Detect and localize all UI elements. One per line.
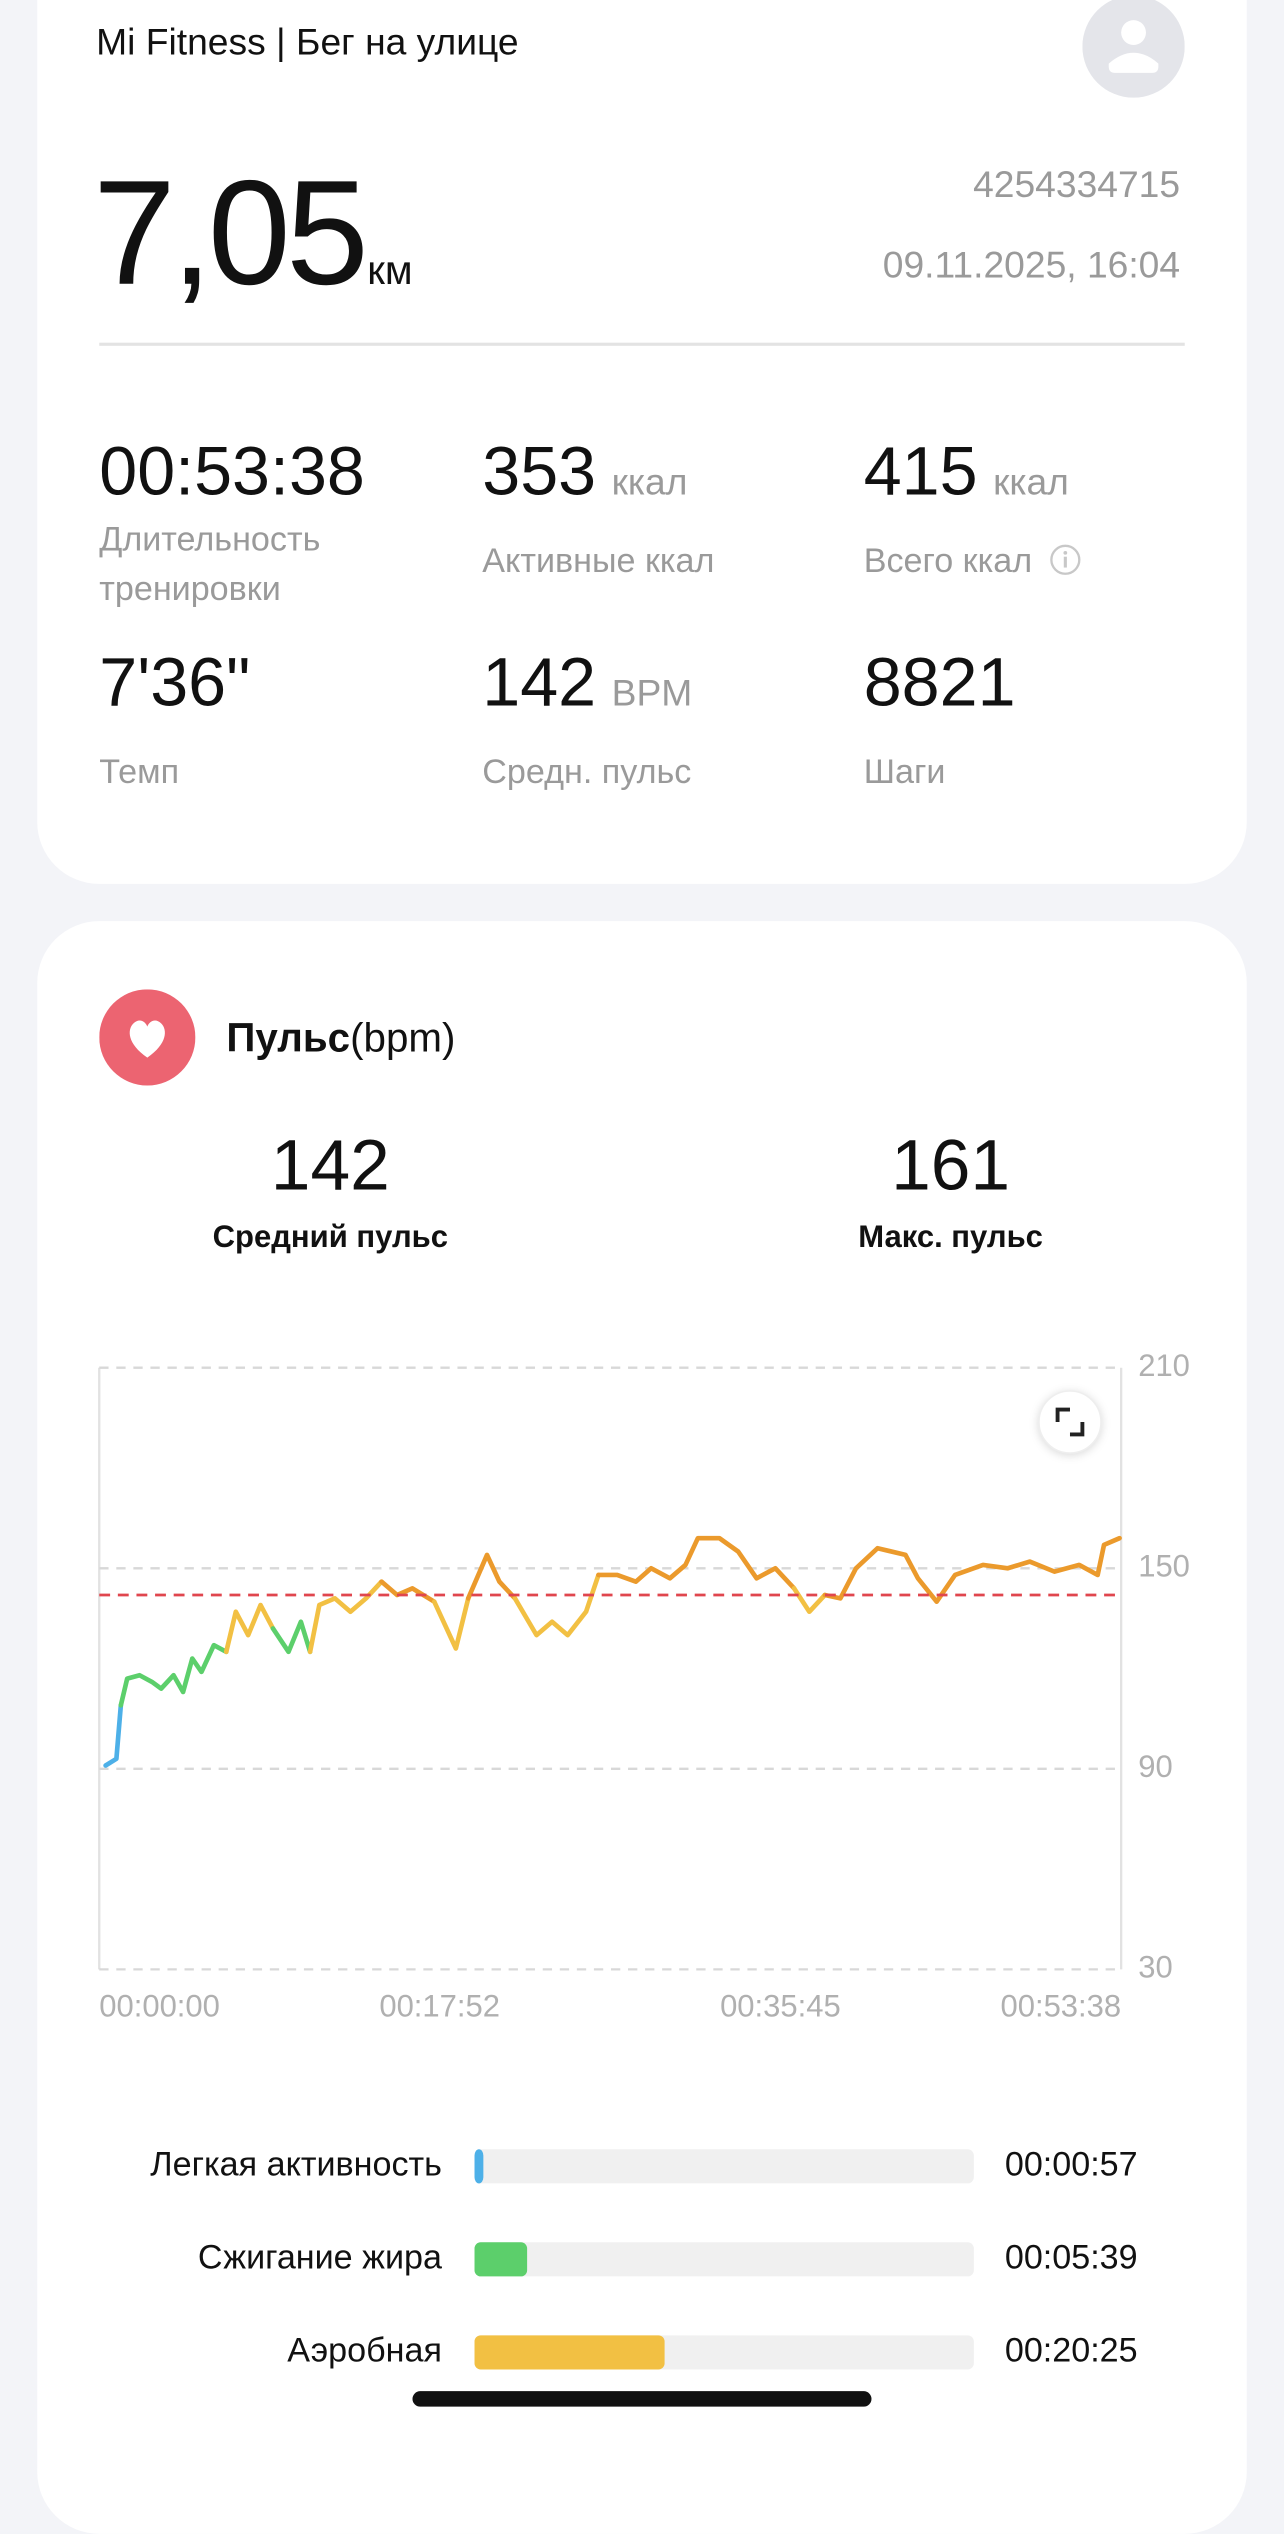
max-pulse-label: Макс. пульс (858, 1220, 1043, 1255)
stat-label: Активные ккал (482, 541, 715, 580)
drawing-layer: 30 90 150 210 00:00:00 00:17:52 00:35:45 00:53:… (98, 1348, 1190, 2370)
page: Mi Fitness {"header": {"title": "Mi Fitn… (37, 0, 1247, 2534)
stat: 8821 (864, 645, 1016, 723)
pulse-line (270, 1619, 313, 1655)
info-icon[interactable] (1048, 543, 1082, 577)
pulse-line (512, 1572, 601, 1638)
stat-value: 7'36" (99, 645, 251, 722)
zone-track (474, 2149, 974, 2184)
pulse-line (431, 1596, 471, 1651)
zone-name: Сжигание жира (198, 2238, 442, 2276)
stat-value: 415 (863, 434, 978, 511)
distance-value: 7,05 (93, 150, 369, 317)
expand-button[interactable] (1038, 1390, 1102, 1454)
x-tick-label: 00:35:45 (720, 1988, 841, 2023)
zone-time: 00:20:25 (1005, 2331, 1138, 2369)
workout-id: 4254334715 (973, 164, 1181, 207)
summary-card (37, 0, 1247, 884)
stat-value: 142 (482, 645, 597, 722)
pulse-line (223, 1602, 276, 1655)
stat-label: Средн. пульс (482, 752, 692, 791)
pulse-line (596, 1535, 797, 1591)
body: Mi Fitness | Бег на улице 7,05 км 4254334… (37, 0, 1247, 2534)
y-tick-label: 30 (1138, 1950, 1172, 1985)
y-tick-label: 90 (1138, 1749, 1172, 1784)
pulse-title: Пульс(bpm) (226, 1014, 455, 1062)
pulse-title-text: Пульс (226, 1014, 351, 1061)
stat: 00:53:38 (99, 434, 365, 512)
heart-icon (99, 989, 196, 1086)
pulse-line (103, 1702, 124, 1768)
stat-unit: BPM (611, 673, 693, 715)
stat-label: Длительность тренировки (99, 519, 321, 608)
zone-bar (474, 2242, 528, 2277)
pulse-line (118, 1642, 229, 1708)
stat-label: Шаги (863, 752, 946, 791)
stat-unit: ккал (611, 462, 688, 504)
app-title: Mi Fitness | Бег на улице (96, 21, 519, 64)
avg-pulse-value: 142 (270, 1124, 390, 1205)
x-tick-label: 00:17:52 (379, 1988, 500, 2023)
stat: 415 ккал (864, 434, 1069, 512)
zone-track (474, 2242, 974, 2277)
screen: Mi Fitness | Бег на улице 7,05 км 4254334… (37, 0, 1247, 2534)
stat: 7'36" (99, 645, 250, 723)
stat-label: Темп (99, 752, 180, 791)
distance: 7,05 км (93, 149, 413, 320)
y-tick-label: 210 (1138, 1348, 1190, 1383)
pulse-title-unit: (bpm) (350, 1014, 456, 1061)
distance-unit: км (367, 246, 413, 294)
y-tick-label: 150 (1138, 1548, 1190, 1583)
stat-value: 8821 (863, 645, 1016, 722)
stat-value: 353 (482, 434, 597, 511)
zone-name: Легкая активность (150, 2145, 442, 2183)
pulse-line (379, 1579, 437, 1605)
zone-bar (474, 2335, 665, 2370)
pulse-line (465, 1552, 518, 1601)
max-pulse-value: 161 (891, 1124, 1011, 1205)
stat-label-text: Всего ккал (863, 541, 1033, 580)
x-tick-label: 00:00:00 (99, 1988, 220, 2023)
stat: 142 BPM (482, 645, 692, 723)
pulse-line (307, 1579, 384, 1655)
stat: 353 ккал (482, 434, 687, 512)
home-indicator (412, 2391, 872, 2407)
workout-datetime: 09.11.2025, 16:04 (882, 245, 1181, 287)
divider (99, 342, 1185, 346)
stat-value: 00:53:38 (99, 434, 365, 511)
stat-unit: ккал (993, 462, 1069, 504)
stat-label: Всего ккал (864, 537, 1082, 587)
pulse-line (822, 1535, 1122, 1605)
x-tick-label: 00:53:38 (1000, 1988, 1121, 2023)
zone-time: 00:05:39 (1005, 2238, 1138, 2276)
avatar[interactable] (1082, 0, 1185, 98)
pulse-line (791, 1586, 828, 1615)
zone-time: 00:00:57 (1005, 2145, 1138, 2183)
zone-bar (474, 2149, 484, 2184)
avg-pulse-label: Средний пульс (212, 1220, 448, 1255)
zone-name: Аэробная (287, 2331, 442, 2369)
